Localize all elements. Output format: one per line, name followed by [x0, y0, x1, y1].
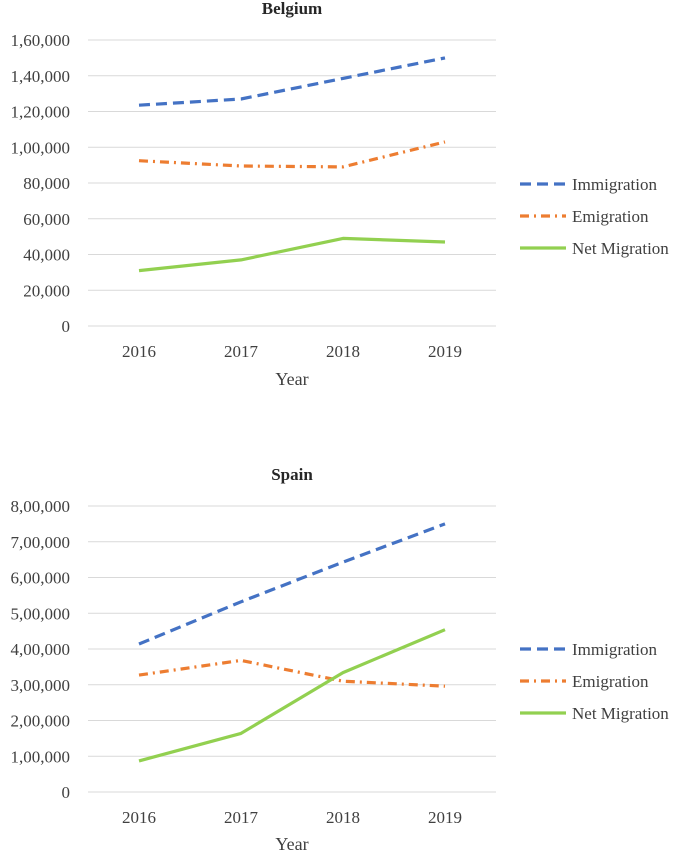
spain-y-tick-label: 3,00,000 — [11, 676, 71, 695]
spain-series-net-migration-line — [138, 628, 446, 763]
spain-y-tick-label: 8,00,000 — [11, 497, 71, 516]
belgium-y-tick-label: 1,40,000 — [11, 67, 71, 86]
belgium-y-tick-label: 40,000 — [23, 246, 70, 265]
spain-chart-title: Spain — [271, 465, 313, 484]
spain-x-tick-label: 2016 — [122, 808, 156, 827]
belgium-chart-title: Belgium — [262, 0, 322, 18]
spain-y-tick-label: 6,00,000 — [11, 569, 71, 588]
belgium-series-emigration-line — [138, 140, 446, 169]
belgium-legend-label-net-migration: Net Migration — [572, 239, 669, 258]
belgium-y-tick-label: 80,000 — [23, 174, 70, 193]
belgium-series-net-migration-line — [138, 236, 446, 273]
belgium-series-immigration-line — [138, 56, 446, 107]
belgium-legend-label-immigration: Immigration — [572, 175, 657, 194]
belgium-legend-label-emigration: Emigration — [572, 207, 649, 226]
belgium-y-tick-label: 1,60,000 — [11, 31, 71, 50]
spain-y-tick-label: 4,00,000 — [11, 640, 71, 659]
spain-y-tick-label: 1,00,000 — [11, 747, 71, 766]
belgium-x-tick-label: 2016 — [122, 342, 156, 361]
spain-x-tick-label: 2018 — [326, 808, 360, 827]
belgium-x-axis-label: Year — [275, 369, 308, 389]
belgium-x-tick-label: 2017 — [224, 342, 259, 361]
spain-x-axis-label: Year — [275, 834, 308, 851]
spain-y-tick-label: 0 — [62, 783, 71, 802]
spain-y-tick-label: 7,00,000 — [11, 533, 71, 552]
belgium-x-tick-label: 2019 — [428, 342, 462, 361]
spain-legend-label-immigration: Immigration — [572, 640, 657, 659]
spain-y-tick-label: 2,00,000 — [11, 712, 71, 731]
belgium-x-tick-label: 2018 — [326, 342, 360, 361]
spain-x-tick-label: 2017 — [224, 808, 259, 827]
spain-series-emigration-line — [138, 658, 446, 688]
belgium-y-tick-label: 0 — [62, 317, 71, 336]
belgium-y-tick-label: 1,00,000 — [11, 138, 71, 157]
spain-series-immigration-line — [138, 522, 446, 646]
spain-x-tick-label: 2019 — [428, 808, 462, 827]
belgium-y-tick-label: 20,000 — [23, 281, 70, 300]
spain-y-tick-label: 5,00,000 — [11, 604, 71, 623]
spain-legend-label-emigration: Emigration — [572, 672, 649, 691]
belgium-y-tick-label: 1,20,000 — [11, 103, 71, 122]
spain-legend-label-net-migration: Net Migration — [572, 704, 669, 723]
belgium-y-tick-label: 60,000 — [23, 210, 70, 229]
